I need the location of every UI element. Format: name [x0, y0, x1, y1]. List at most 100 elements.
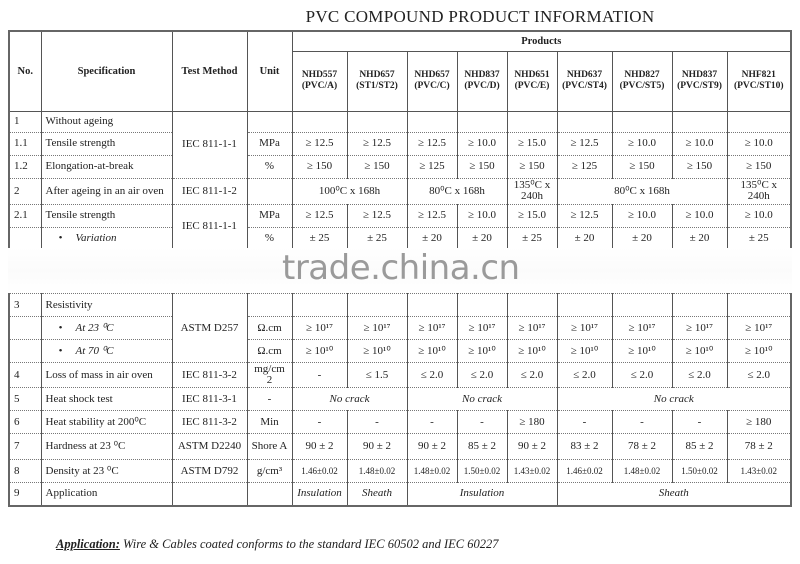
application-text: Wire & Cables coated conforms to the sta… [119, 537, 499, 551]
value-cell: 135⁰C x 240h [726, 177, 792, 205]
header-row: No. Specification Test Method Unit Products [8, 30, 792, 112]
value-cell: ≥ 12.5 [406, 131, 458, 156]
header-test-method: Test Method [171, 30, 248, 112]
product-type: (PVC/ST9) [677, 81, 722, 91]
row-unit [246, 110, 293, 133]
header-unit: Unit [246, 30, 293, 112]
row-test-method: IEC 811-1-1 [171, 203, 248, 250]
application-note: Application: Wire & Cables coated confor… [56, 537, 498, 552]
row-unit: Ω.cm [246, 316, 293, 340]
product-header: NHF821 (PVC/ST10) [726, 50, 792, 112]
value-cell [406, 293, 458, 317]
value-cell: ≥ 12.5 [556, 203, 613, 228]
row-specification: • At 70 ⁰C [40, 339, 173, 363]
row-number: 5 [8, 387, 42, 411]
specification-text: Heat shock test [45, 392, 113, 405]
value-cell: ≥ 12.5 [406, 203, 458, 228]
specification-text: Loss of mass in air oven [45, 368, 153, 381]
value-cell: ≥ 150 [291, 154, 348, 179]
value-cell: ± 20 [671, 226, 728, 250]
product-type: (ST1/ST2) [356, 81, 398, 91]
product-header: NHD637 (PVC/ST4) [556, 50, 613, 112]
value-cell: 90 ± 2 [346, 433, 408, 460]
value-cell: ≥ 10.0 [611, 131, 673, 156]
watermark: trade.china.cn [282, 248, 520, 288]
value-cell: ± 20 [611, 226, 673, 250]
table-row: 9 Application Insulation Sheath Insulation Sh… [8, 482, 792, 506]
row-specification: Heat shock test [40, 387, 173, 411]
value-cell: ± 25 [726, 226, 792, 250]
value-cell: ≥ 10¹⁷ [346, 316, 408, 340]
value-cell [726, 110, 792, 133]
row-specification: Tensile strength [40, 131, 173, 156]
specification-text: After ageing in an air oven [45, 184, 164, 197]
specification-text: Tensile strength [45, 209, 116, 221]
row-unit: MPa [246, 131, 293, 156]
value-cell: ≤ 2.0 [671, 362, 728, 388]
value-cell: ≥ 150 [671, 154, 728, 179]
row-number: 1 [8, 110, 42, 133]
value-cell [406, 110, 458, 133]
row-specification: • At 23 ⁰C [40, 316, 173, 340]
row-specification: • Variation [40, 226, 173, 250]
value-cell: - [556, 410, 613, 434]
specification-text: At 70 ⁰C [75, 344, 114, 357]
value-cell: ≥ 10¹⁰ [726, 339, 792, 363]
value-cell: ≥ 10.0 [671, 131, 728, 156]
specification-text: Elongation-at-break [45, 160, 134, 172]
value-cell [506, 110, 558, 133]
product-code: NHD657 [414, 70, 450, 80]
table-row: 5 Heat shock test IEC 811-3-1- No crack No c… [8, 387, 792, 411]
specification-text: Hardness at 23 ⁰C [45, 440, 126, 452]
value-cell [346, 293, 408, 317]
row-specification: Density at 23 ⁰C [40, 459, 173, 483]
value-cell: 1.46±0.02 [556, 459, 613, 483]
specification-text: At 23 ⁰C [75, 321, 114, 334]
row-test-method [171, 482, 248, 506]
value-cell: ≥ 15.0 [506, 203, 558, 228]
value-cell: - [291, 410, 348, 434]
value-cell: ± 25 [291, 226, 348, 250]
value-cell: 85 ± 2 [671, 433, 728, 460]
row-unit: Ω.cm [246, 339, 293, 363]
product-type: (PVC/ST4) [562, 81, 607, 91]
value-cell: ≥ 10¹⁷ [506, 316, 558, 340]
value-cell [556, 110, 613, 133]
row-unit: Shore A [246, 433, 293, 460]
value-cell: No crack [406, 387, 558, 411]
value-cell: ≥ 180 [726, 410, 792, 434]
table-row: 3 Resistivity ASTM D257 [8, 293, 792, 363]
value-cell: 83 ± 2 [556, 433, 613, 460]
product-header: NHD827 (PVC/ST5) [611, 50, 673, 112]
value-cell: ≥ 10¹⁷ [456, 316, 508, 340]
header-products: Products [291, 30, 792, 52]
product-code: NHD837 [681, 70, 718, 80]
row-unit: mg/cm 2 [246, 362, 293, 388]
application-label: Application: [56, 537, 120, 551]
table-row: 7 Hardness at 23 ⁰C ASTM D2240 Shore A 90 ± … [8, 433, 792, 460]
value-cell: ≤ 2.0 [506, 362, 558, 388]
row-unit: % [246, 226, 293, 250]
value-cell [456, 110, 508, 133]
table-row: • Variation% ± 25 ± 25 ± 20 ± 20 ± 25 ± 20 ± 20 ±… [8, 226, 792, 250]
header-specification: Specification [40, 30, 173, 112]
value-cell: ≥ 125 [556, 154, 613, 179]
specification-text: Without ageing [45, 115, 114, 127]
value-cell [506, 293, 558, 317]
row-unit [246, 293, 293, 317]
row-test-method: IEC 811-3-2 [171, 410, 248, 434]
table-row: 1 Without ageing IEC 811-1-1 [8, 110, 792, 179]
value-cell [671, 110, 728, 133]
bullet-icon: • [58, 344, 63, 357]
value-cell: 78 ± 2 [611, 433, 673, 460]
value-cell: ≥ 10.0 [671, 203, 728, 228]
value-cell: Sheath [556, 482, 792, 506]
value-cell: 78 ± 2 [726, 433, 792, 460]
value-cell: Insulation [406, 482, 558, 506]
value-cell: ≥ 15.0 [506, 131, 558, 156]
product-code: NHF821 [741, 70, 776, 80]
value-cell: ≥ 150 [456, 154, 508, 179]
value-cell: 1.46±0.02 [291, 459, 348, 483]
value-cell: - [611, 410, 673, 434]
value-cell: 1.48±0.02 [611, 459, 673, 483]
